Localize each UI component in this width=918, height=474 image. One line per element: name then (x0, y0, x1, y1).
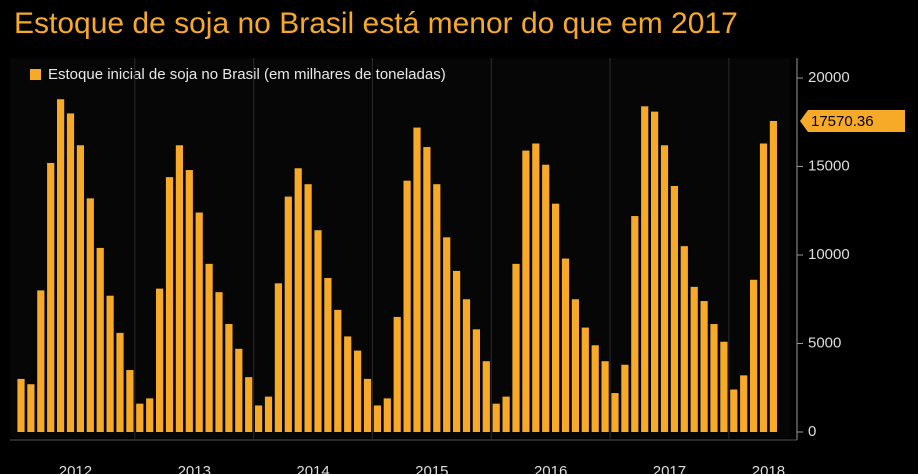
bar (185, 170, 193, 433)
bar (264, 396, 273, 432)
bar (631, 216, 639, 432)
bar (215, 292, 223, 432)
bar (96, 247, 104, 432)
legend-label: Estoque inicial de soja no Brasil (em mi… (48, 66, 446, 83)
chart-title: Estoque de soja no Brasil está menor do … (14, 7, 738, 40)
bar (690, 286, 698, 432)
bar (17, 378, 25, 432)
bar (591, 345, 599, 432)
bar (225, 324, 233, 432)
bar (393, 316, 401, 432)
bar (581, 327, 589, 432)
bar (274, 283, 282, 432)
bar (373, 405, 381, 432)
bar (453, 270, 461, 432)
bar (443, 237, 451, 432)
bar (512, 263, 520, 432)
bar (492, 403, 500, 432)
bar (561, 258, 570, 432)
bar (27, 384, 35, 432)
bar (165, 177, 174, 432)
bar (235, 348, 243, 432)
bar (601, 361, 609, 432)
x-tick-label: 2013 (178, 463, 211, 474)
bar (413, 127, 421, 432)
bar (502, 396, 510, 432)
bar (116, 332, 124, 432)
bar (700, 301, 708, 432)
bar (37, 290, 45, 432)
x-tick-label: 2017 (653, 463, 686, 474)
bar (354, 350, 362, 432)
bar (284, 196, 292, 432)
bar (195, 212, 203, 432)
bar (245, 377, 253, 432)
legend-swatch (30, 69, 41, 80)
bar (720, 341, 728, 432)
bar (136, 403, 144, 432)
value-tag (800, 110, 905, 133)
bar (621, 364, 629, 432)
bar (205, 263, 213, 432)
bar (680, 246, 688, 432)
x-tick-label: 2014 (296, 463, 329, 474)
bar (47, 162, 55, 432)
value-label: 17570.36 (811, 113, 874, 130)
bar (571, 299, 579, 432)
bar (552, 203, 560, 432)
x-tick-label: 2012 (59, 463, 92, 474)
bar (57, 99, 65, 433)
bar (522, 150, 530, 432)
bar (106, 295, 114, 432)
bar (482, 361, 490, 432)
bar (750, 279, 758, 432)
bar (769, 121, 777, 432)
bar (146, 398, 154, 432)
bar (156, 288, 164, 432)
bar (334, 309, 342, 432)
y-tick-label: 20000 (808, 69, 850, 86)
bar (423, 147, 431, 432)
bar (294, 168, 302, 432)
bar (344, 336, 352, 432)
bar (363, 378, 372, 432)
bar (433, 184, 441, 432)
bar (175, 145, 183, 432)
bar (542, 164, 550, 433)
x-tick-label: 2016 (534, 463, 567, 474)
x-tick-label: 2018 (752, 463, 785, 474)
y-tick-label: 10000 (808, 246, 850, 263)
bar (611, 393, 619, 432)
bar (76, 145, 84, 432)
bar (660, 145, 669, 432)
bar (324, 278, 332, 432)
bar (670, 185, 678, 432)
bar (651, 111, 659, 432)
bar (126, 370, 134, 432)
y-tick-label: 0 (808, 423, 816, 440)
bar (472, 329, 480, 432)
bar (641, 106, 649, 432)
bar (730, 389, 738, 432)
bar (462, 299, 471, 432)
bar (304, 184, 312, 432)
bar (66, 113, 75, 433)
bar (710, 324, 718, 432)
bar (532, 143, 540, 433)
bar (383, 398, 391, 432)
y-tick-label: 15000 (808, 157, 850, 174)
bar (740, 375, 748, 432)
bar (314, 230, 322, 432)
bar (86, 198, 94, 432)
y-tick-label: 5000 (808, 334, 841, 351)
bar (255, 405, 263, 432)
x-tick-label: 2015 (415, 463, 448, 474)
bar (759, 143, 768, 433)
bar (403, 180, 411, 432)
